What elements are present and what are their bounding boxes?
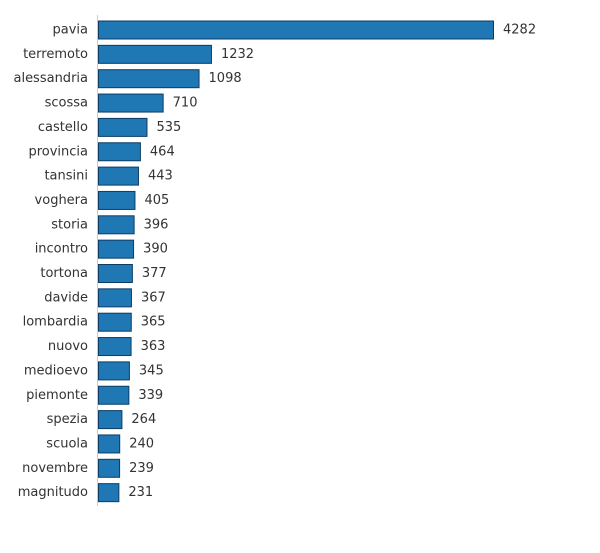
value-label: 443	[148, 169, 173, 184]
category-label: lombardia	[23, 315, 88, 330]
category-label: nuovo	[48, 339, 88, 354]
bar-novembre	[98, 458, 121, 478]
bar-scuola	[98, 434, 121, 454]
bar-pavia	[98, 20, 494, 40]
bar-davide	[98, 288, 132, 308]
bar-castello	[98, 117, 148, 137]
bar-storia	[98, 215, 135, 235]
category-label: incontro	[35, 242, 88, 257]
value-label: 405	[144, 193, 169, 208]
value-label: 367	[141, 290, 166, 305]
bar-spezia	[98, 410, 123, 430]
bar-lombardia	[98, 312, 132, 332]
category-label: provincia	[28, 144, 88, 159]
value-label: 710	[173, 96, 198, 111]
category-label: tortona	[40, 266, 88, 281]
category-label: castello	[38, 120, 88, 135]
value-label: 365	[141, 315, 166, 330]
category-label: novembre	[22, 461, 88, 476]
category-label: voghera	[35, 193, 88, 208]
value-label: 339	[138, 388, 163, 403]
bar-medioevo	[98, 361, 130, 381]
value-label: 535	[156, 120, 181, 135]
value-label: 264	[131, 412, 156, 427]
value-label: 464	[150, 144, 175, 159]
category-label: davide	[44, 290, 88, 305]
value-label: 363	[141, 339, 166, 354]
bar-provincia	[98, 142, 141, 162]
category-label: medioevo	[24, 363, 88, 378]
category-label: storia	[51, 217, 88, 232]
category-label: magnitudo	[18, 485, 88, 500]
value-label: 1098	[209, 71, 242, 86]
value-label: 345	[139, 363, 164, 378]
value-label: 239	[129, 461, 154, 476]
category-label: terremoto	[23, 47, 88, 62]
category-label: scossa	[45, 96, 88, 111]
bar-voghera	[98, 190, 136, 210]
category-label: piemonte	[26, 388, 88, 403]
value-label: 396	[144, 217, 169, 232]
value-label: 390	[143, 242, 168, 257]
category-label: alessandria	[13, 71, 88, 86]
bar-incontro	[98, 239, 135, 259]
category-label: spezia	[47, 412, 88, 427]
bar-alessandria	[98, 69, 200, 89]
bar-tansini	[98, 166, 139, 186]
bar-tortona	[98, 264, 133, 283]
bar-piemonte	[98, 385, 130, 405]
bar-terremoto	[98, 44, 212, 64]
value-label: 231	[128, 485, 153, 500]
bar-nuovo	[98, 337, 132, 357]
category-label: pavia	[53, 23, 89, 38]
bar-scossa	[98, 93, 164, 113]
value-label: 4282	[503, 23, 536, 38]
category-label: tansini	[44, 169, 88, 184]
value-label: 377	[142, 266, 167, 281]
bar-magnitudo	[98, 483, 120, 503]
value-label: 240	[129, 436, 154, 451]
value-label: 1232	[221, 47, 254, 62]
category-label: scuola	[46, 436, 88, 451]
